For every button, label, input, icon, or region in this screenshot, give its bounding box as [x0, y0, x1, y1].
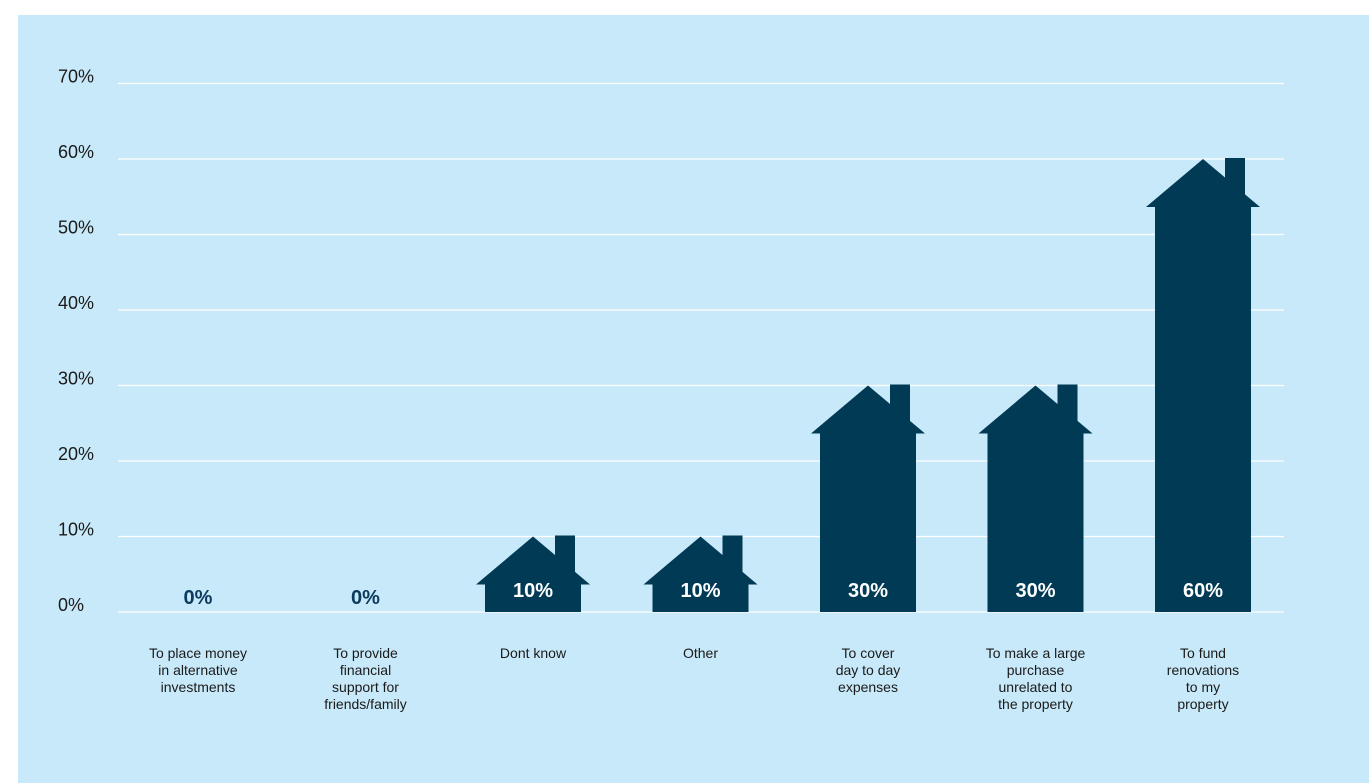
category-label-line: support for [332, 679, 399, 695]
category-label-line: To provide [333, 645, 398, 661]
value-label: 0% [351, 587, 380, 609]
value-label: 30% [848, 580, 888, 602]
value-labels: 0% 0% 10% 10% 30% 30% 60% [184, 580, 1224, 609]
bars [476, 158, 1260, 612]
category-label: To cover day to day expenses [793, 645, 943, 696]
category-label: Dont know [458, 645, 608, 662]
category-label-line: expenses [838, 679, 898, 695]
category-label-line: Dont know [499, 645, 567, 661]
category-label-line: friends/family [324, 696, 407, 712]
category-label-line: renovations [1166, 662, 1240, 678]
y-tick-label: 40% [58, 293, 94, 313]
bar-chart: 0% 10% 20% 30% 40% 50% 60% 70% 0% 0% 10% 10% 30% 30%… [58, 67, 1284, 616]
y-tick-label: 20% [58, 444, 94, 464]
grid-layer [118, 82, 1284, 613]
category-label-line: to my [1185, 679, 1221, 695]
category-label-line: To make a large [985, 645, 1086, 661]
category-label: To make a large purchase unrelated to the p… [961, 645, 1111, 713]
bar-house [476, 535, 590, 612]
y-tick-label: 60% [58, 142, 94, 162]
bar-house [643, 535, 758, 612]
category-label-line: To place money [148, 645, 248, 661]
y-tick-label: 10% [58, 520, 94, 540]
y-tick-label: 70% [58, 67, 94, 87]
chart-panel: 0% 10% 20% 30% 40% 50% 60% 70% 0% 0% 10% 10% 30% 30%… [18, 15, 1369, 783]
value-label: 30% [1015, 580, 1055, 602]
category-label-line: purchase [1006, 662, 1065, 678]
category-label: To place money in alternative investments [123, 645, 273, 696]
category-label-line: day to day [835, 662, 901, 678]
category-label: To provide financial support for friends/fa… [291, 645, 441, 713]
category-label-line: in alternative [158, 662, 238, 678]
category-label: Other [626, 645, 776, 662]
bar-house [1146, 158, 1260, 612]
category-label-line: To fund [1180, 645, 1226, 661]
category-label-line: the property [998, 696, 1073, 712]
value-label: 0% [184, 587, 213, 609]
value-label: 10% [513, 580, 553, 602]
value-label: 60% [1183, 580, 1223, 602]
category-label-line: unrelated to [998, 679, 1073, 695]
value-label: 10% [680, 580, 720, 602]
y-tick-label: 50% [58, 218, 94, 238]
y-tick-label: 30% [58, 369, 94, 389]
bar-house [978, 384, 1093, 612]
category-label-line: financial [339, 662, 392, 678]
category-label-line: Other [682, 645, 718, 661]
bar-house [811, 384, 925, 612]
category-label-line: To cover [841, 645, 895, 661]
y-axis-ticks: 0% 10% 20% 30% 40% 50% 60% 70% [58, 67, 94, 616]
y-tick-label: 0% [58, 595, 84, 615]
category-label-line: property [1177, 696, 1229, 712]
category-label: To fund renovations to my property [1128, 645, 1278, 713]
category-label-line: investments [160, 679, 236, 695]
